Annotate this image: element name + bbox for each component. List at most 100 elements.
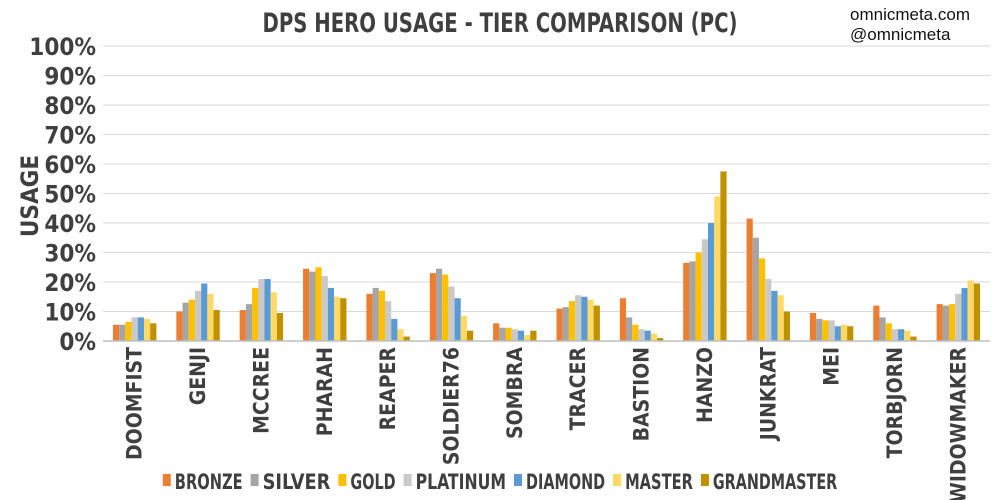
x-tick-label: TRACER: [566, 347, 590, 431]
bar: [720, 171, 727, 342]
bar: [746, 218, 753, 341]
bar: [891, 329, 899, 341]
x-tick-label: SOLDIER76: [440, 347, 464, 465]
bar: [125, 321, 132, 341]
bar: [372, 287, 379, 341]
bar: [530, 330, 537, 341]
legend-swatch: [613, 474, 622, 486]
bar: [879, 317, 886, 341]
bar: [593, 305, 600, 341]
watermark-handle: @omnicmeta: [850, 25, 951, 44]
bar: [493, 323, 500, 341]
bar: [619, 298, 627, 341]
bar: [201, 283, 208, 341]
legend-label: BRONZE: [175, 470, 243, 494]
bar: [644, 330, 651, 341]
bar: [321, 276, 328, 341]
legend-label: GRANDMASTER: [713, 470, 838, 494]
bar: [176, 311, 183, 341]
bar: [119, 324, 126, 341]
chart-title: DPS HERO USAGE - TIER COMPARISON (PC): [263, 8, 738, 39]
bar: [131, 317, 138, 341]
bar: [378, 290, 386, 341]
bar: [315, 267, 322, 341]
bar: [454, 298, 461, 341]
bar: [270, 292, 277, 341]
bar: [366, 293, 373, 341]
legend-swatch: [514, 474, 522, 486]
y-tick-label: 60%: [44, 151, 96, 179]
y-tick-label: 70%: [44, 122, 96, 150]
bar: [309, 271, 316, 341]
bar: [714, 196, 721, 341]
bar: [340, 298, 347, 341]
bar: [777, 295, 784, 341]
bars: [112, 171, 981, 342]
bar: [517, 330, 525, 341]
bar: [955, 293, 962, 341]
bar: [942, 305, 950, 341]
y-axis-label: USAGE: [16, 155, 44, 237]
bar: [499, 327, 506, 341]
bar: [562, 307, 569, 341]
bar: [771, 290, 778, 341]
bar: [385, 301, 392, 341]
x-tick-label: BASTION: [630, 347, 654, 441]
bar: [683, 262, 690, 341]
bar: [511, 329, 518, 341]
bar: [143, 318, 151, 342]
bar: [822, 320, 829, 341]
bar: [809, 312, 817, 341]
bar: [276, 312, 284, 341]
y-tick-label: 80%: [44, 92, 96, 120]
bar: [816, 318, 823, 342]
legend-label: PLATINUM: [416, 470, 506, 494]
watermark-site: omnicmeta.com: [850, 5, 970, 24]
y-tick-label: 30%: [44, 240, 96, 268]
legend-swatch: [338, 474, 347, 486]
bar: [632, 324, 639, 341]
bar: [758, 258, 766, 341]
x-tick-label: JUNKRAT: [756, 347, 780, 442]
bar: [840, 324, 848, 341]
bar: [834, 326, 841, 341]
bar: [182, 302, 189, 341]
legend-label: MASTER: [625, 470, 693, 494]
x-tick-label: MCCREE: [249, 347, 273, 434]
bar: [689, 261, 696, 341]
bar: [327, 287, 335, 341]
bar: [587, 299, 594, 341]
bar: [904, 330, 911, 341]
x-tick-label: SOMBRA: [503, 347, 527, 439]
bar: [207, 293, 214, 341]
bar: [556, 308, 563, 341]
bar: [188, 299, 195, 341]
bar: [150, 323, 157, 341]
bar: [239, 310, 246, 341]
bar: [258, 279, 265, 341]
bar: [213, 310, 220, 341]
bar: [638, 329, 645, 341]
legend-swatch: [250, 474, 259, 486]
bar: [695, 252, 702, 341]
bar: [967, 280, 974, 341]
bar: [936, 304, 943, 342]
legend-label: DIAMOND: [526, 470, 605, 494]
bar: [397, 329, 404, 341]
bar: [873, 305, 880, 341]
legend: BRONZE SILVER GOLD PLATINUM DIAMOND MASTER GRA…: [162, 470, 838, 494]
y-axis-ticks: 0%10%20%30%40%50%60%70%80%90%100%: [29, 33, 96, 356]
bar: [252, 287, 259, 341]
gridlines: [103, 45, 990, 312]
bar: [466, 330, 474, 341]
bar: [137, 317, 144, 341]
bar: [949, 304, 956, 342]
bar: [581, 296, 588, 341]
bar: [765, 279, 772, 341]
bar: [701, 239, 708, 341]
y-tick-label: 50%: [44, 181, 96, 209]
legend-label: GOLD: [350, 470, 395, 494]
bar: [650, 333, 658, 342]
x-tick-label: REAPER: [376, 347, 400, 431]
bar: [828, 320, 835, 341]
